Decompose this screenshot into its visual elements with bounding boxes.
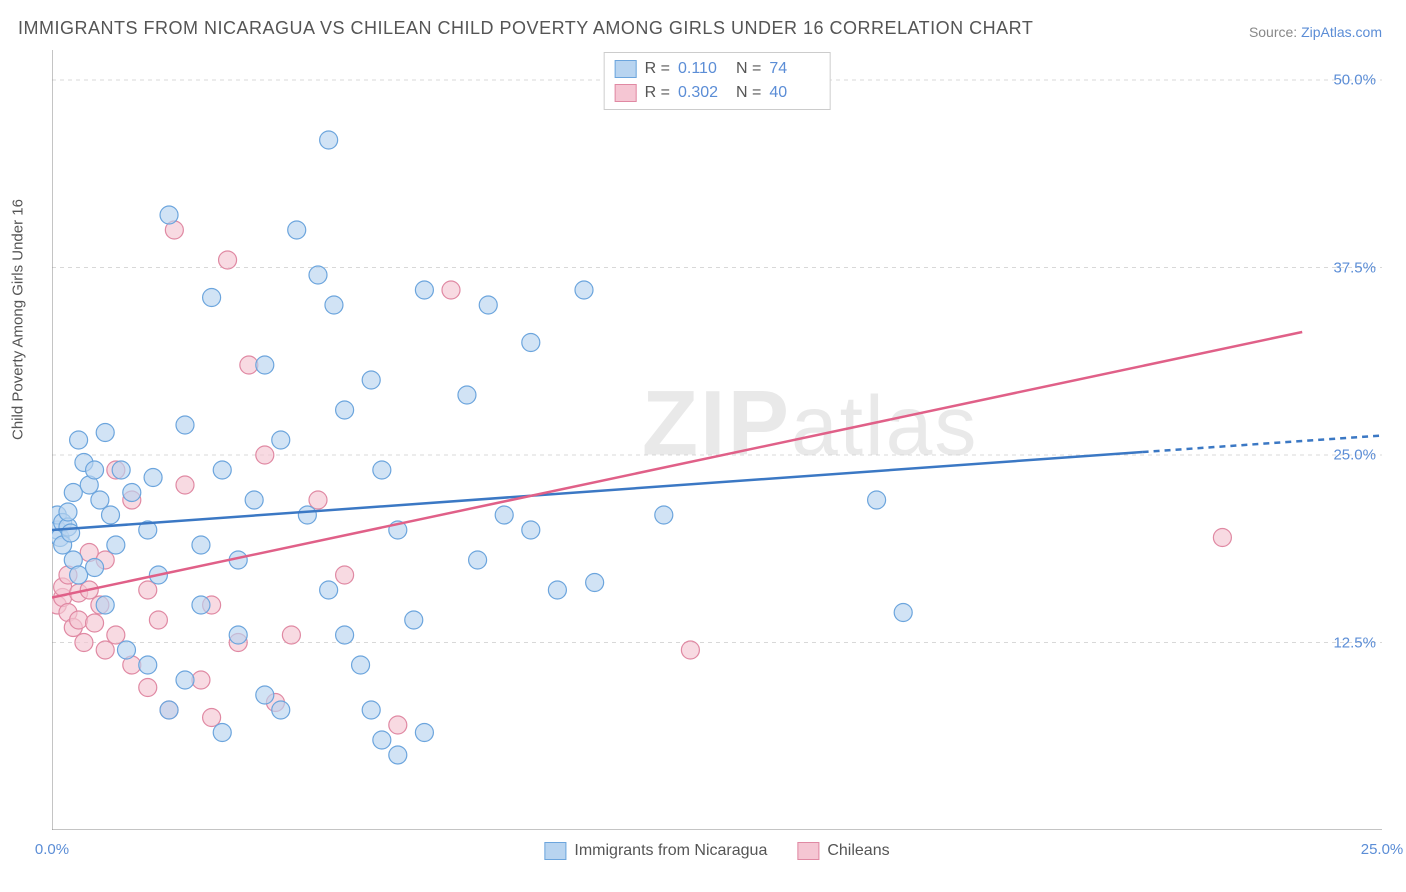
y-tick-label: 12.5% — [1333, 634, 1376, 651]
swatch-chileans-icon — [615, 84, 637, 102]
source-attribution: Source: ZipAtlas.com — [1249, 24, 1382, 40]
swatch-nicaragua-icon — [544, 842, 566, 860]
y-tick-label: 37.5% — [1333, 259, 1376, 276]
scatter-chart-svg — [52, 50, 1382, 830]
legend-n-value-b: 40 — [769, 84, 819, 102]
legend-item-a: Immigrants from Nicaragua — [544, 842, 767, 860]
legend-r-value-b: 0.302 — [678, 84, 728, 102]
y-tick-label: 25.0% — [1333, 447, 1376, 464]
source-label: Source: — [1249, 24, 1297, 40]
correlation-legend: R = 0.110 N = 74 R = 0.302 N = 40 — [604, 52, 831, 110]
legend-n-label: N = — [736, 60, 761, 78]
source-link[interactable]: ZipAtlas.com — [1301, 24, 1382, 40]
legend-r-label: R = — [645, 84, 670, 102]
swatch-nicaragua-icon — [615, 60, 637, 78]
legend-row-b: R = 0.302 N = 40 — [615, 81, 820, 105]
legend-label-b: Chileans — [827, 842, 889, 860]
legend-row-a: R = 0.110 N = 74 — [615, 57, 820, 81]
y-axis-label: Child Poverty Among Girls Under 16 — [10, 199, 27, 440]
x-tick-label: 25.0% — [1361, 841, 1404, 858]
legend-n-label: N = — [736, 84, 761, 102]
x-tick-label: 0.0% — [35, 841, 69, 858]
legend-item-b: Chileans — [797, 842, 889, 860]
legend-label-a: Immigrants from Nicaragua — [574, 842, 767, 860]
y-tick-label: 50.0% — [1333, 72, 1376, 89]
chart-plot-area: ZIPatlas R = 0.110 N = 74 R = 0.302 N = … — [52, 50, 1382, 830]
legend-r-label: R = — [645, 60, 670, 78]
swatch-chileans-icon — [797, 842, 819, 860]
series-legend: Immigrants from Nicaragua Chileans — [544, 842, 889, 860]
chart-title: IMMIGRANTS FROM NICARAGUA VS CHILEAN CHI… — [18, 18, 1033, 39]
legend-n-value-a: 74 — [769, 60, 819, 78]
legend-r-value-a: 0.110 — [678, 60, 728, 78]
